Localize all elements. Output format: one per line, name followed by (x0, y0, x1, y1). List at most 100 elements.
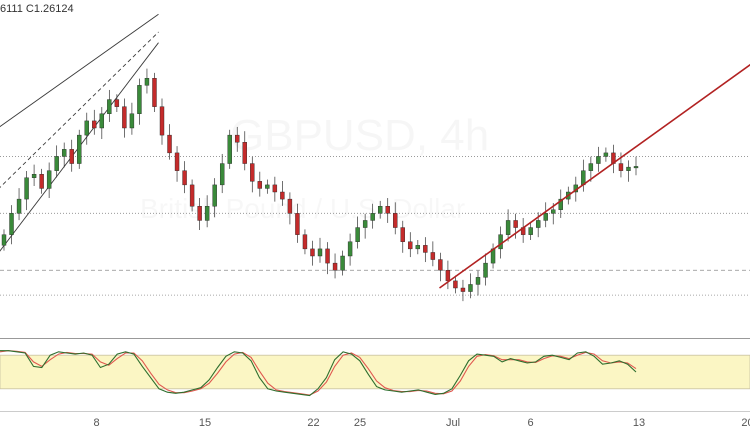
price-levels (0, 156, 750, 296)
candle-body (182, 170, 187, 186)
ohlc-readout: 6111 C1.26124 (0, 3, 74, 15)
candle-body (603, 152, 609, 157)
candle-body (385, 206, 390, 214)
candle-body (167, 134, 172, 154)
candle-body (438, 259, 443, 271)
candle-body (54, 156, 59, 171)
candle-body (39, 174, 44, 189)
stochastic-k-line (0, 350, 637, 397)
candle-body (355, 227, 360, 242)
candle-body (295, 213, 300, 235)
candle-body (543, 213, 548, 221)
candle-body (242, 142, 247, 164)
candle-body (633, 166, 639, 169)
candle-body (1, 234, 7, 246)
stochastic-band (0, 354, 750, 390)
candle-body (535, 220, 541, 228)
candle-body (137, 85, 142, 114)
candle-body (250, 163, 255, 182)
candle-body (423, 245, 428, 253)
candle-body (69, 149, 74, 164)
stochastic-panel (0, 338, 750, 397)
candle-body (31, 174, 37, 178)
candle-body (528, 227, 533, 235)
candle-body (347, 241, 353, 257)
x-tick-label: 25 (354, 417, 366, 429)
channel-line-1 (0, 31, 159, 188)
candle-body (626, 166, 631, 171)
candle-body (61, 149, 67, 157)
x-tick-label: 22 (307, 417, 319, 429)
candle-body (430, 252, 436, 260)
candle-body (400, 227, 405, 242)
x-tick-label: 20 (741, 417, 750, 429)
candle-body (114, 99, 120, 107)
candle-body (280, 191, 285, 200)
candle-body (219, 163, 225, 186)
x-tick-label: Jul (446, 417, 460, 429)
candle-body (468, 284, 473, 292)
watermark-symbol: GBPUSD, 4h (230, 111, 489, 160)
candle-body (212, 184, 217, 207)
candle-body (505, 220, 511, 235)
candle-body (588, 163, 594, 171)
candle-body (265, 184, 270, 189)
candle-body (302, 234, 308, 250)
candle-body (92, 120, 97, 129)
candle-body (99, 113, 105, 129)
candle-body (204, 206, 210, 221)
candle-body (332, 262, 338, 271)
candle-body (235, 134, 240, 143)
x-tick-label: 13 (633, 417, 645, 429)
candle-body (475, 277, 481, 285)
x-tick-label: 6 (527, 417, 533, 429)
candle-body (9, 213, 14, 235)
candle-body (227, 134, 232, 164)
candle-body (107, 99, 112, 114)
candle-body (272, 184, 278, 193)
candle-body (408, 241, 413, 250)
time-axis: 8 15 22 25 Jul 6 13 20 (0, 411, 750, 429)
candle-body (325, 248, 330, 264)
candle-body (152, 78, 157, 107)
candle-body (287, 198, 293, 214)
trendline[interactable] (439, 50, 750, 289)
x-tick-label: 8 (93, 417, 99, 429)
candle-body (24, 177, 29, 200)
candle-body (370, 213, 375, 221)
candle-body (189, 184, 195, 207)
candle-body (257, 181, 263, 189)
candle-body (551, 209, 556, 214)
candle-body (596, 156, 601, 164)
candle-body (618, 163, 624, 171)
candle-body (453, 280, 458, 289)
candle-body (513, 220, 518, 228)
candle-body (310, 248, 315, 257)
candle-body (129, 113, 135, 129)
candle-body (46, 170, 52, 189)
candle-body (144, 78, 150, 86)
candle-body (340, 255, 345, 271)
candle-body (362, 220, 368, 228)
candle-body (197, 206, 202, 221)
candle-body (498, 234, 503, 250)
candle-body (460, 287, 466, 292)
candle-body (317, 248, 323, 257)
candle-body (77, 134, 82, 164)
candlestick-series (1, 68, 639, 302)
candle-body (84, 120, 89, 136)
candle-body (174, 152, 180, 171)
watermark-name: British Pound / U.S. Dollar (140, 193, 465, 224)
candle-body (122, 106, 127, 129)
candle-body (377, 206, 383, 214)
channel-line-2 (0, 13, 159, 128)
candle-body (445, 270, 451, 282)
candle-body (415, 245, 421, 250)
trendline-line (439, 63, 750, 289)
candle-body (393, 213, 398, 228)
x-tick-label: 15 (199, 417, 211, 429)
candle-body (16, 198, 22, 214)
candle-body (159, 106, 165, 136)
candle-body (483, 262, 488, 278)
